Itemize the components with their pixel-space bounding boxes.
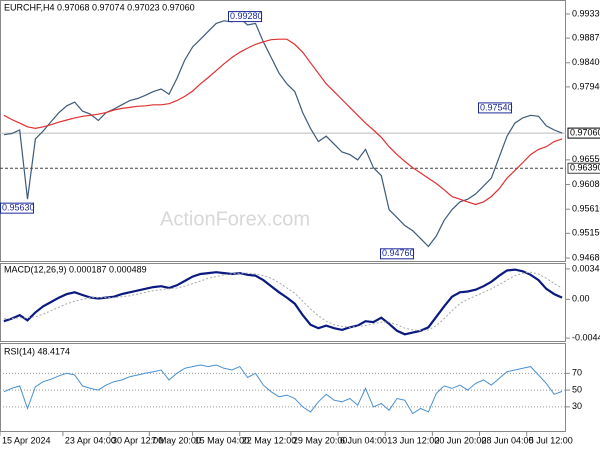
annotation-box [380, 248, 414, 260]
x-tick-label: 7 May 20:00 [151, 435, 201, 445]
macd-panel [0, 263, 566, 342]
annotation-label: 0.97540 [480, 102, 513, 112]
level-box [567, 162, 600, 174]
current-price-label: 0.97060 [570, 127, 600, 137]
annotation-label: 0.99280 [230, 11, 263, 21]
current-price-box [567, 127, 600, 139]
annotation-box [0, 202, 34, 214]
x-tick-label: 29 May 20:00 [293, 435, 348, 445]
x-tick-label: 13 Jun 12:00 [387, 435, 439, 445]
x-tick-label: 22 May 12:00 [242, 435, 297, 445]
annotation-box [228, 11, 262, 23]
rsi-title: RSI(14) 48.4174 [4, 346, 70, 356]
annotation-label: 0.94760 [382, 248, 415, 258]
main-panel [0, 0, 566, 262]
annotation-box [478, 102, 512, 114]
x-tick-label: 15 Apr 2024 [2, 435, 51, 445]
x-tick-label: 5 Jul 12:00 [529, 435, 573, 445]
y-tick-label: 70 [572, 368, 582, 378]
x-tick-label: 20 Jun 20:00 [434, 435, 486, 445]
x-tick-label: 30 Apr 12:00 [112, 435, 163, 445]
y-tick-label: 50 [572, 384, 582, 394]
series-line [3, 364, 563, 415]
x-tick-label: 28 Jun 04:00 [482, 435, 534, 445]
series-line [3, 38, 563, 206]
level-label: 0.96390 [570, 163, 600, 173]
x-tick-label: 15 May 04:00 [195, 435, 250, 445]
y-tick-label: 0.00 [572, 294, 590, 304]
series-line [3, 271, 563, 332]
macd-title: MACD(12,26,9) 0.000187 0.000489 [4, 264, 147, 274]
y-tick-label: 0.003481 [572, 263, 600, 273]
watermark: ActionForex.com [160, 208, 310, 230]
annotation-label: 0.95630 [2, 203, 35, 213]
x-tick-label: 23 Apr 04:00 [65, 435, 116, 445]
main-title: EURCHF,H4 0.97068 0.97074 0.97023 0.9706… [4, 2, 195, 12]
x-tick-label: 6 Jun 04:00 [340, 435, 387, 445]
rsi-panel [0, 343, 566, 432]
series-line [3, 268, 563, 336]
y-tick-label: -0.004436 [572, 332, 600, 342]
series-line [3, 17, 563, 248]
y-tick-label: 30 [572, 401, 582, 411]
